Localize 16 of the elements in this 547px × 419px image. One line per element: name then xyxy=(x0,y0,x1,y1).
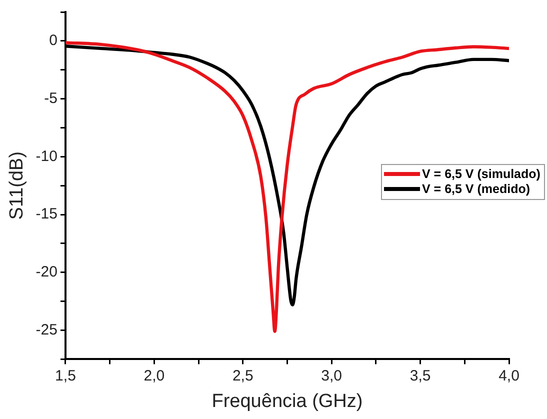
y-tick-label: -25 xyxy=(36,321,58,338)
y-axis-title: S11(dB) xyxy=(6,151,28,220)
y-tick-label: -15 xyxy=(36,206,58,223)
x-tick-label: 3,5 xyxy=(410,367,431,384)
y-tick-label: 0 xyxy=(49,32,58,50)
y-tick-label: -5 xyxy=(44,90,58,107)
x-axis-title: Frequência (GHz) xyxy=(212,390,363,412)
legend-label: V = 6,5 V (simulado) xyxy=(422,167,540,182)
x-tick-label: 4,0 xyxy=(498,367,520,384)
x-tick-label: 2,5 xyxy=(232,367,254,384)
x-tick-label: 1,5 xyxy=(55,367,76,384)
y-tick-label: -20 xyxy=(36,264,58,281)
x-tick-label: 2,0 xyxy=(144,367,165,384)
legend-label: V = 6,5 V (medido) xyxy=(422,182,530,196)
x-tick-label: 3,0 xyxy=(321,367,342,384)
y-tick-label: -10 xyxy=(36,148,58,165)
